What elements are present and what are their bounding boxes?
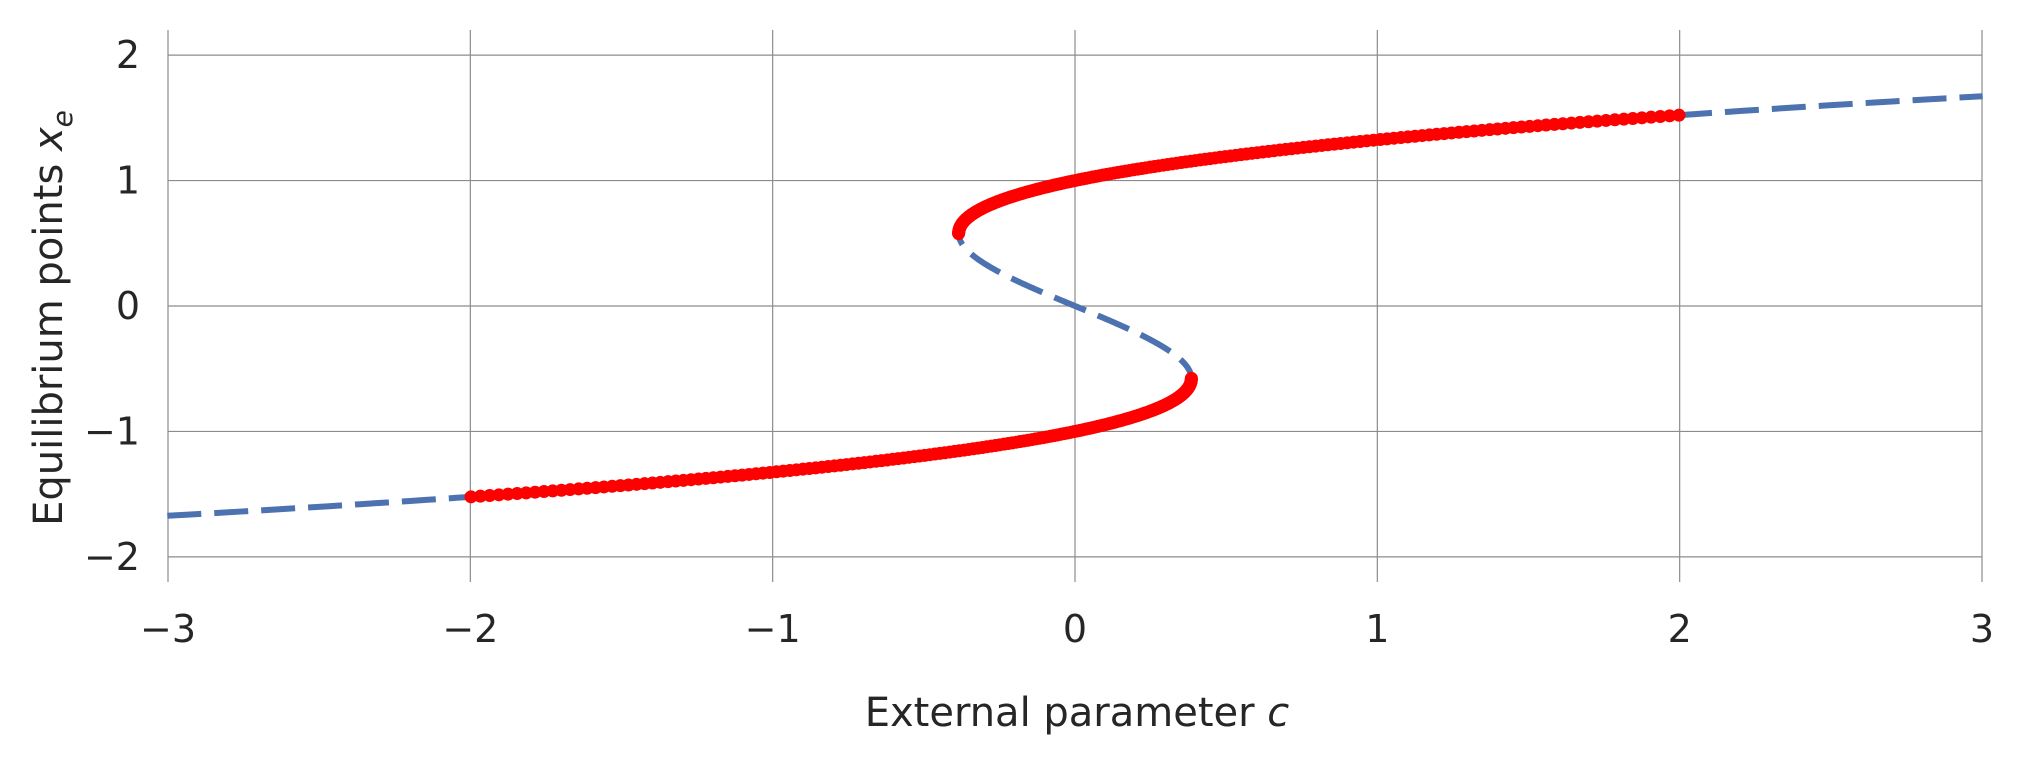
stable-point-lower <box>473 489 487 503</box>
x-tick-label: −3 <box>140 607 196 651</box>
y-tick-label: 1 <box>116 159 140 203</box>
x-tick-label: 2 <box>1668 607 1692 651</box>
y-tick-label: −1 <box>84 409 140 453</box>
stable-point-lower <box>1184 371 1198 385</box>
stable-point-upper <box>1672 108 1686 122</box>
x-axis-title-var: c <box>1267 690 1289 736</box>
y-tick-label: −2 <box>84 535 140 579</box>
y-tick-label: 2 <box>116 33 140 77</box>
y-tick-label: 0 <box>116 284 140 328</box>
stable-point-lower <box>483 489 497 502</box>
x-tick-label: 1 <box>1365 607 1389 651</box>
x-tick-label: 0 <box>1063 607 1087 651</box>
stable-point-lower <box>464 490 478 504</box>
stable-point-upper <box>1663 109 1677 123</box>
x-tick-label: −1 <box>745 607 801 651</box>
y-axis-title-var: x <box>26 127 72 153</box>
stable-point-upper <box>1653 110 1667 123</box>
y-axis-title-text: Equilibrium points <box>26 151 72 526</box>
x-tick-label: 3 <box>1970 607 1994 651</box>
series-layer <box>167 93 1983 519</box>
x-tick-label: −2 <box>442 607 498 651</box>
stable-point-upper <box>1644 110 1658 124</box>
y-axis-title: Equilibrium points xe <box>26 110 79 526</box>
x-axis-title-text: External parameter <box>865 690 1268 736</box>
x-axis-title: External parameter c <box>865 690 1290 736</box>
y-axis-title-sub: e <box>46 110 79 127</box>
